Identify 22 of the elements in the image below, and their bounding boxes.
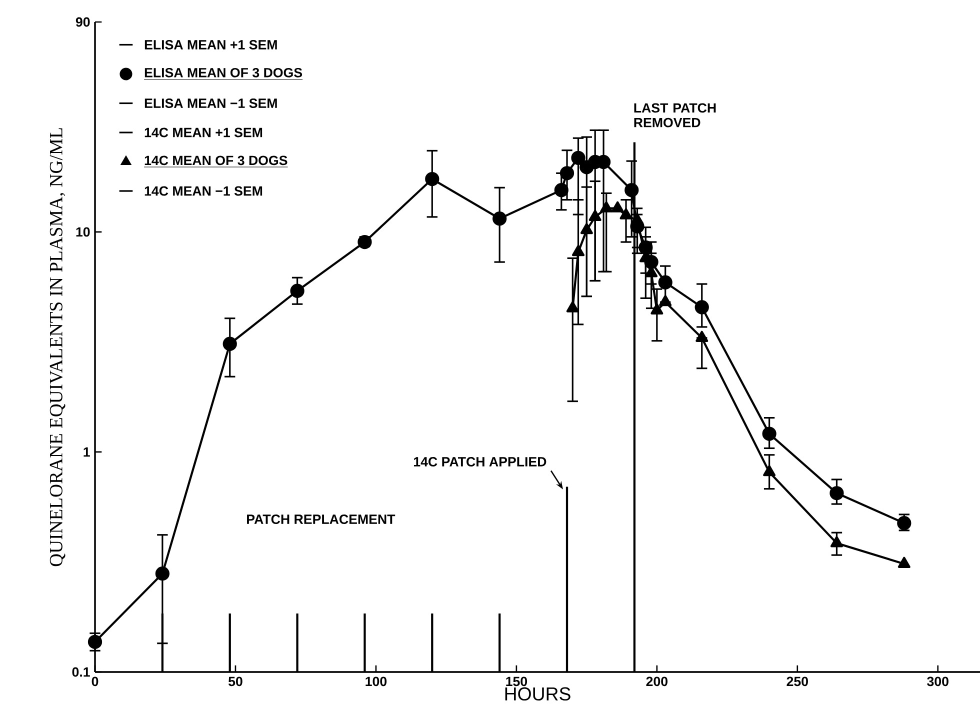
x-tick-label: 200 (646, 676, 668, 686)
annotation: PATCH REPLACEMENT (247, 514, 396, 524)
x-tick-label: 50 (228, 676, 242, 686)
annotation: ELISA MEAN −1 SEM (144, 98, 277, 108)
legend-label: 14C MEAN OF 3 DOGS (144, 156, 288, 166)
x-axis-title: HOURS (505, 687, 570, 701)
legend-label: ELISA MEAN OF 3 DOGS (144, 68, 302, 78)
x-tick-label: 100 (366, 676, 387, 686)
y-tick-label: 1 (84, 447, 90, 457)
annotation: ELISA MEAN +1 SEM (144, 40, 277, 50)
y-tick-label: 0.1 (72, 667, 90, 677)
ref-line-label: 14C PATCH APPLIED (414, 457, 546, 466)
annotation: 14C MEAN −1 SEM (144, 186, 262, 196)
ref-line-label: LAST PATCH REMOVED (634, 103, 716, 128)
y-tick-label: 10 (76, 227, 90, 237)
annotation: 14C MEAN +1 SEM (144, 128, 262, 138)
y-tick-label: 90 (76, 17, 90, 27)
x-tick-label: 150 (506, 676, 528, 686)
y-axis-title: QUINELORANE EQUIVALENTS IN PLASMA, NG/ML (50, 128, 66, 566)
x-tick-label: 300 (927, 676, 948, 686)
x-tick-label: 0 (92, 676, 98, 686)
x-tick-label: 250 (786, 676, 808, 686)
